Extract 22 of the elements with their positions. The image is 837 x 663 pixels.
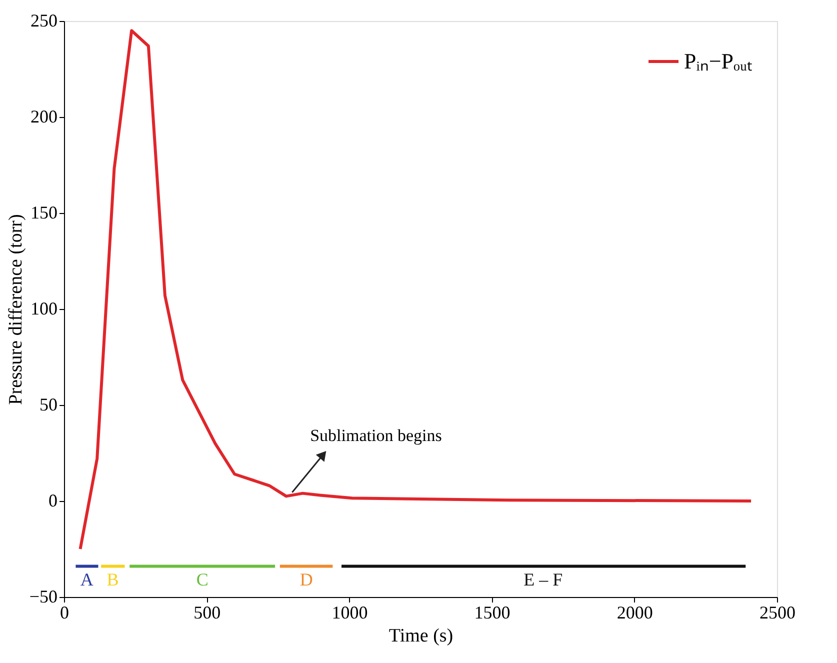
x-tick-label: 2500 — [760, 602, 796, 622]
y-tick-label: 200 — [30, 106, 58, 126]
legend-label: Pᵢₙ−Pₒᵤₜ — [684, 48, 752, 74]
y-tick-label: 250 — [30, 10, 58, 30]
annotation: B — [106, 569, 119, 590]
annotation: Sublimation begins — [310, 426, 442, 445]
x-axis-title: Time (s) — [388, 626, 454, 646]
line-series — [78, 29, 753, 550]
y-tick-label: 100 — [30, 298, 58, 318]
y-tick-label: −50 — [29, 586, 58, 606]
x-tick-label: 1500 — [474, 602, 510, 622]
x-tick-label: 2000 — [616, 602, 653, 622]
annotation: C — [196, 569, 208, 590]
annotation: D — [300, 569, 313, 590]
y-tick-label: 50 — [40, 394, 58, 414]
x-tick-label: 500 — [194, 602, 221, 622]
annotation: E – F — [524, 569, 563, 590]
x-tick-label: 1000 — [332, 602, 368, 622]
y-tick-label: 150 — [30, 202, 58, 222]
y-axis-title: Pressure difference (torr) — [5, 214, 26, 405]
annotation: A — [80, 569, 94, 590]
y-tick-label: 0 — [48, 490, 58, 510]
